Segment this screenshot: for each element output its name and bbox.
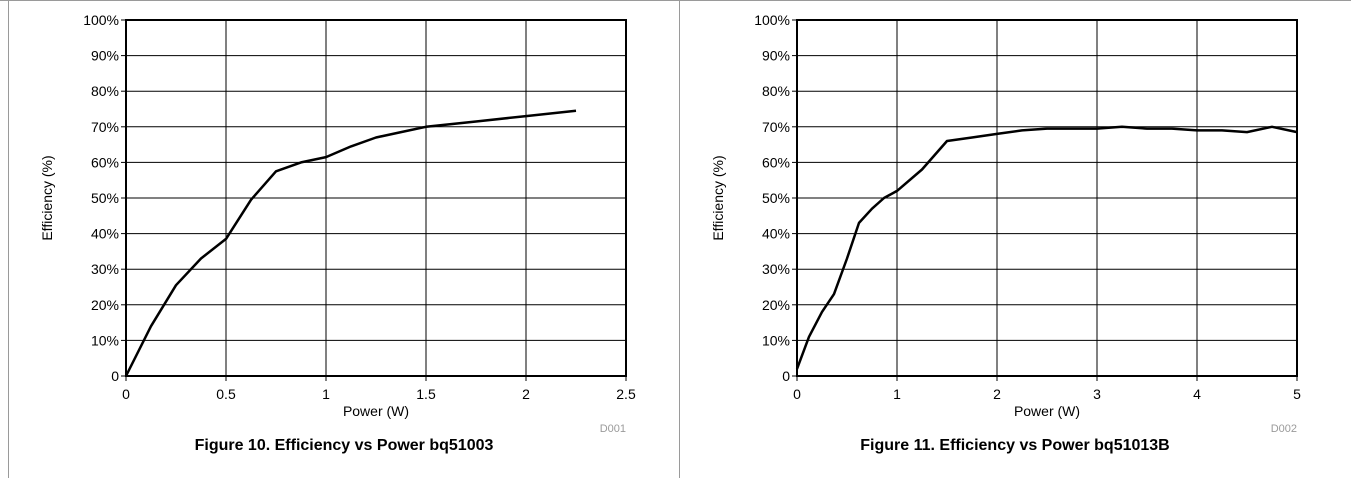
y-tick-label: 100% — [754, 12, 790, 28]
figure-code-label: D001 — [600, 423, 626, 435]
x-tick-label: 1 — [893, 386, 901, 402]
y-axis-title: Efficiency (%) — [710, 155, 726, 240]
y-tick-label: 30% — [762, 261, 790, 277]
y-tick-label: 80% — [762, 83, 790, 99]
y-tick-label: 70% — [91, 119, 119, 135]
y-tick-label: 0 — [111, 368, 119, 384]
y-tick-label: 10% — [91, 332, 119, 348]
chart-panel-1: 0 0.5 1 1.5 2 2.5 0 10% 20% 30% 40% 50% 60% 70% 80% 90%… — [9, 0, 679, 478]
x-tick-label: 2 — [993, 386, 1001, 402]
y-tick-label: 50% — [762, 190, 790, 206]
y-tick-label: 100% — [83, 12, 119, 28]
figure-code-label: D002 — [1271, 423, 1297, 435]
efficiency-series-line — [124, 109, 577, 377]
x-tick-label: 1.5 — [416, 386, 436, 402]
x-tick-label: 1 — [322, 386, 330, 402]
efficiency-series-line — [795, 125, 1298, 370]
figure-10-caption: Figure 10. Efficiency vs Power bq51003 — [194, 437, 494, 454]
x-tick-label: 0 — [793, 386, 801, 402]
y-tick-label: 30% — [91, 261, 119, 277]
y-tick-label: 40% — [762, 226, 790, 242]
y-tick-label: 50% — [91, 190, 119, 206]
y-tick-label: 10% — [762, 332, 790, 348]
y-tick-label: 70% — [762, 119, 790, 135]
y-tick-label: 80% — [91, 83, 119, 99]
y-tick-label: 40% — [91, 226, 119, 242]
page-divider-rule — [679, 0, 680, 478]
chart-1-svg: 0 0.5 1 1.5 2 2.5 0 10% 20% 30% 40% 50% 60% 70% 80% 90%… — [39, 12, 636, 435]
y-tick-label: 20% — [762, 297, 790, 313]
y-axis-title: Efficiency (%) — [39, 155, 55, 240]
y-tick-label: 60% — [91, 154, 119, 170]
x-tick-label: 2.5 — [616, 386, 636, 402]
figure-11-caption: Figure 11. Efficiency vs Power bq51013B — [860, 437, 1170, 454]
y-tick-label: 90% — [762, 48, 790, 64]
chart-panel-2: 0 1 2 3 4 5 0 10% 20% 30% 40% 50% 60% 70% 80% 90% 100% Po… — [680, 0, 1350, 478]
x-axis-title: Power (W) — [343, 403, 409, 419]
x-tick-label: 0 — [122, 386, 130, 402]
x-axis-title: Power (W) — [1014, 403, 1080, 419]
page-top-rule — [0, 0, 1351, 1]
x-tick-label: 2 — [522, 386, 530, 402]
page-left-rule — [8, 0, 9, 478]
chart-2-svg: 0 1 2 3 4 5 0 10% 20% 30% 40% 50% 60% 70% 80% 90% 100% Po… — [710, 12, 1301, 435]
x-tick-label: 0.5 — [216, 386, 236, 402]
y-tick-label: 20% — [91, 297, 119, 313]
x-tick-label: 4 — [1193, 386, 1201, 402]
x-tick-label: 3 — [1093, 386, 1101, 402]
y-tick-label: 0 — [782, 368, 790, 384]
y-tick-label: 90% — [91, 48, 119, 64]
y-tick-label: 60% — [762, 154, 790, 170]
x-tick-label: 5 — [1293, 386, 1301, 402]
